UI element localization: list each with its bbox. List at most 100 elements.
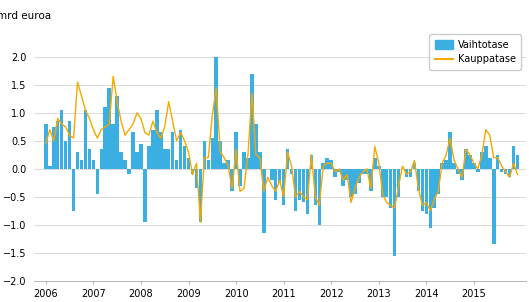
Bar [508, 169, 512, 177]
Bar [460, 169, 464, 180]
Bar [433, 169, 436, 208]
Bar [444, 160, 448, 169]
Bar [120, 152, 123, 169]
Bar [476, 169, 480, 172]
Bar [385, 169, 388, 197]
Bar [349, 169, 353, 197]
Bar [468, 155, 472, 169]
Bar [341, 169, 345, 186]
Bar [60, 110, 63, 169]
Bar [115, 96, 119, 169]
Bar [159, 133, 162, 169]
Bar [365, 169, 369, 175]
Legend: Vaihtotase, Kauppatase: Vaihtotase, Kauppatase [430, 34, 522, 70]
Bar [278, 169, 281, 183]
Bar [274, 169, 278, 200]
Bar [72, 169, 75, 211]
Bar [405, 169, 408, 177]
Bar [302, 169, 305, 202]
Bar [226, 160, 230, 169]
Bar [195, 169, 198, 188]
Bar [357, 169, 361, 183]
Bar [330, 160, 333, 169]
Bar [397, 169, 400, 197]
Bar [512, 146, 515, 169]
Bar [516, 155, 519, 169]
Bar [258, 152, 262, 169]
Text: mrd euroa: mrd euroa [0, 11, 51, 21]
Bar [270, 169, 273, 180]
Bar [52, 127, 56, 169]
Bar [163, 149, 167, 169]
Bar [143, 169, 147, 222]
Bar [147, 146, 151, 169]
Bar [44, 124, 48, 169]
Bar [262, 169, 266, 233]
Bar [99, 149, 103, 169]
Bar [496, 155, 499, 169]
Bar [139, 144, 143, 169]
Bar [56, 121, 59, 169]
Bar [500, 169, 504, 172]
Bar [167, 149, 170, 169]
Bar [417, 169, 420, 191]
Bar [425, 169, 428, 214]
Bar [377, 166, 380, 169]
Bar [179, 130, 183, 169]
Bar [123, 160, 127, 169]
Bar [107, 88, 111, 169]
Bar [456, 169, 460, 175]
Bar [441, 163, 444, 169]
Bar [250, 74, 254, 169]
Bar [238, 169, 242, 186]
Bar [214, 57, 218, 169]
Bar [504, 169, 507, 175]
Bar [96, 169, 99, 194]
Bar [294, 169, 297, 211]
Bar [286, 149, 289, 169]
Bar [373, 158, 377, 169]
Bar [190, 169, 194, 175]
Bar [353, 169, 357, 194]
Bar [381, 169, 385, 197]
Bar [135, 152, 139, 169]
Bar [290, 169, 294, 175]
Bar [211, 138, 214, 169]
Bar [230, 169, 234, 191]
Bar [314, 169, 317, 205]
Bar [333, 169, 337, 177]
Bar [436, 169, 440, 194]
Bar [48, 166, 51, 169]
Bar [472, 163, 476, 169]
Bar [104, 107, 107, 169]
Bar [413, 163, 416, 169]
Bar [393, 169, 396, 256]
Bar [338, 169, 341, 172]
Bar [428, 169, 432, 228]
Bar [464, 149, 468, 169]
Bar [389, 169, 393, 208]
Bar [449, 133, 452, 169]
Bar [452, 163, 456, 169]
Bar [155, 110, 159, 169]
Bar [64, 141, 67, 169]
Bar [298, 169, 302, 200]
Bar [306, 169, 309, 214]
Bar [127, 169, 131, 175]
Bar [68, 121, 71, 169]
Bar [282, 169, 286, 205]
Bar [325, 158, 329, 169]
Bar [76, 152, 79, 169]
Bar [369, 169, 372, 191]
Bar [218, 141, 222, 169]
Bar [480, 152, 484, 169]
Bar [317, 169, 321, 225]
Bar [254, 124, 258, 169]
Bar [131, 133, 135, 169]
Bar [187, 158, 190, 169]
Bar [84, 110, 87, 169]
Bar [183, 146, 186, 169]
Bar [361, 169, 364, 175]
Bar [92, 160, 95, 169]
Bar [488, 158, 491, 169]
